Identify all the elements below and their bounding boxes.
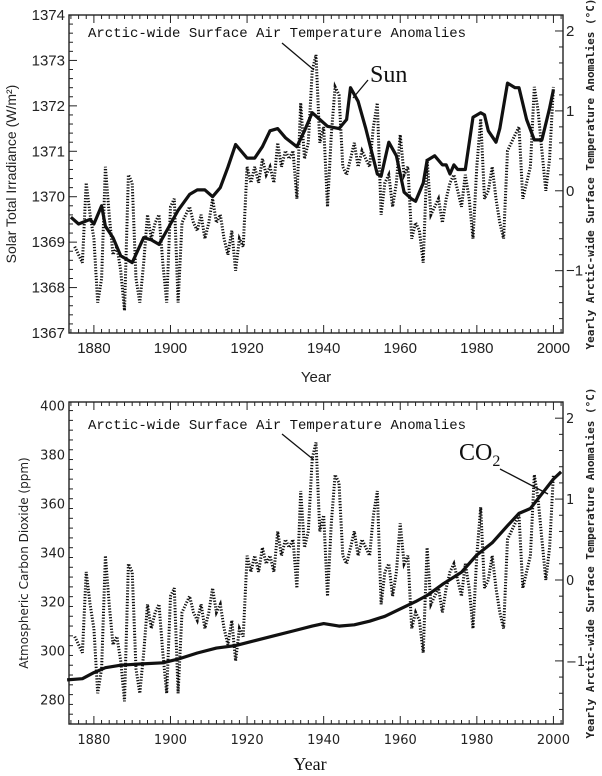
top-y-tick-label: 1370: [32, 189, 65, 206]
top-x-tick-label: 1900: [154, 340, 187, 357]
top-temperature-series-line: [73, 54, 555, 311]
top-temperature-annotation: Arctic-wide Surface Air Temperature Anom…: [88, 26, 466, 42]
top-x-tick-label: 1940: [307, 340, 340, 357]
bottom-y-tick-label: 360: [40, 498, 65, 513]
top-x-tick-label: 1980: [460, 340, 493, 357]
top-y-tick-label: 1367: [32, 325, 65, 342]
top-y2-tick-label: 2: [566, 23, 574, 40]
bottom-y2-tick-label: 2: [566, 412, 574, 427]
bottom-x-axis-label: Year: [293, 754, 326, 774]
bottom-y-axis-label: Atmospheric Carbon Dioxide (ppm): [17, 457, 31, 668]
bottom-y-tick-label: 320: [40, 596, 65, 611]
top-sun-annotation: Sun: [370, 62, 407, 88]
bottom-co2-leader-line: [499, 468, 549, 495]
bottom-y-tick-label: 280: [40, 694, 65, 709]
bottom-x-tick-label: 1960: [384, 733, 417, 748]
bottom-x-tick-label: 1880: [77, 733, 110, 748]
top-y-tick-label: 1371: [32, 143, 65, 160]
top-y-tick-label: 1374: [32, 7, 65, 24]
bottom-co2-series-line: [66, 470, 563, 682]
bottom-x-tick-label: 1940: [307, 733, 340, 748]
top-y-tick-label: 1373: [32, 52, 65, 69]
bottom-x-tick-label: 2000: [537, 733, 570, 748]
bottom-y-tick-label: 340: [40, 547, 65, 562]
top-y2-tick-label: −1: [566, 263, 583, 280]
top-chart: 1880 1900 1920 1940 1960 1980 2000 1367 1368 1369…: [32, 7, 583, 357]
bottom-x-tick-label: 1900: [154, 733, 187, 748]
top-temperature-leader-line: [281, 42, 315, 71]
bottom-chart: 1880 1900 1920 1940 1960 1980 2000 280 300 320 340…: [40, 400, 585, 748]
bottom-y-tick-label: 380: [40, 449, 65, 464]
top-y-tick-label: 1372: [32, 98, 65, 115]
top-x-tick-label: 1920: [230, 340, 263, 357]
bottom-temperature-annotation: Arctic-wide Surface Air Temperature Anom…: [88, 418, 466, 434]
bottom-x-tick-label: 1980: [460, 733, 493, 748]
top-x-axis-label: Year: [301, 369, 331, 386]
bottom-y2-tick-label: 1: [566, 493, 574, 508]
top-y2-axis-label: Yearly Arctic-wide Surface Temperature A…: [584, 0, 597, 350]
bottom-temperature-leader-line: [281, 433, 315, 461]
top-x-tick-label: 2000: [537, 340, 570, 357]
top-y2-tick-label: 0: [566, 183, 574, 200]
top-y-tick-label: 1369: [32, 234, 65, 251]
bottom-y2-tick-label: 0: [566, 574, 574, 589]
top-y-tick-label: 1368: [32, 280, 65, 297]
bottom-x-tick-label: 1920: [231, 733, 264, 748]
top-x-tick-label: 1880: [77, 340, 110, 357]
top-y2-tick-label: 1: [566, 103, 574, 120]
top-x-tick-label: 1960: [384, 340, 417, 357]
bottom-y-tick-label: 300: [40, 645, 65, 660]
bottom-y-tick-label: 400: [40, 400, 65, 415]
bottom-y2-axis-label: Yearly Arctic-wide Surface Temperature A…: [584, 388, 597, 739]
top-sun-series-line: [69, 81, 555, 265]
bottom-y2-tick-label: −1: [566, 655, 585, 670]
top-y-axis-label: Solar Total Irradiance (W/m²): [3, 85, 19, 264]
top-sun-leader-line: [352, 79, 369, 99]
bottom-co2-annotation: CO2: [459, 440, 500, 470]
top-plot-frame: [68, 14, 564, 334]
